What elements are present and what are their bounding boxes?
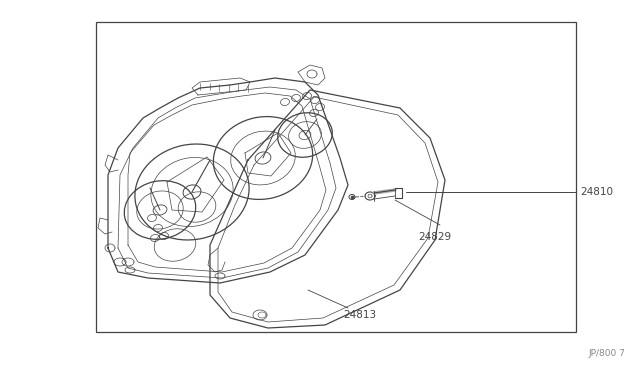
Bar	[96, 22, 576, 332]
Text: 24813: 24813	[344, 310, 376, 320]
Text: 24829: 24829	[419, 232, 452, 242]
Text: JP/800 7: JP/800 7	[588, 349, 625, 358]
Text: 24810: 24810	[580, 187, 613, 197]
